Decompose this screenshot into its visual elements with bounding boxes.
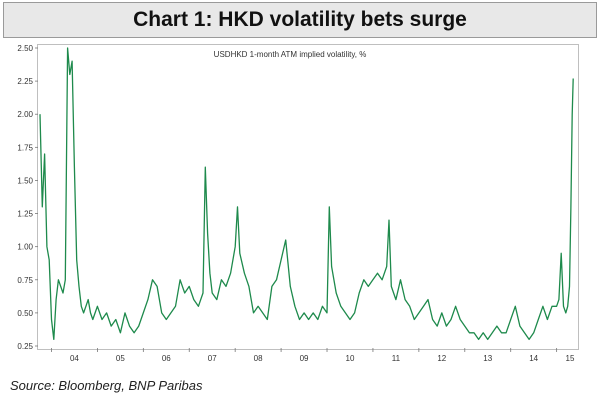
y-tick-label: 0.25 [17,342,33,351]
x-tick-label: 15 [566,354,575,363]
y-tick-label: 1.00 [17,243,33,252]
chart-title-bar: Chart 1: HKD volatility bets surge [3,2,597,38]
y-tick-label: 1.50 [17,176,33,185]
line-chart: USDHKD 1-month ATM implied volatility, %… [17,44,575,363]
x-tick-label: 08 [254,354,263,363]
y-tick-label: 1.25 [17,210,33,219]
x-tick-label: 10 [346,354,355,363]
y-tick-label: 0.50 [17,309,33,318]
x-tick-label: 14 [529,354,538,363]
x-tick-label: 06 [162,354,171,363]
x-tick-label: 04 [70,354,79,363]
x-tick-label: 07 [208,354,217,363]
y-tick-label: 0.75 [17,276,33,285]
x-tick-label: 12 [437,354,446,363]
chart-title: Chart 1: HKD volatility bets surge [133,8,467,31]
series-group [39,47,574,341]
chart-subtitle: USDHKD 1-month ATM implied volatility, % [214,50,367,59]
x-axis: 04 05 06 07 08 09 10 11 12 13 14 15 [51,348,575,363]
y-tick-label: 1.75 [17,143,33,152]
x-tick-label: 09 [300,354,309,363]
y-tick-label: 2.25 [17,77,33,86]
y-axis: 0.25 0.50 0.75 1.00 1.25 1.50 1.75 2.00 2.25 2.50 [17,44,38,351]
x-tick-label: 11 [392,354,401,363]
source-note: Source: Bloomberg, BNP Paribas [10,378,203,393]
series-line-0 [39,47,574,341]
y-tick-label: 2.50 [17,44,33,53]
y-tick-label: 2.00 [17,110,33,119]
plot-area-frame [37,44,579,350]
x-tick-label: 13 [483,354,492,363]
x-tick-label: 05 [116,354,125,363]
